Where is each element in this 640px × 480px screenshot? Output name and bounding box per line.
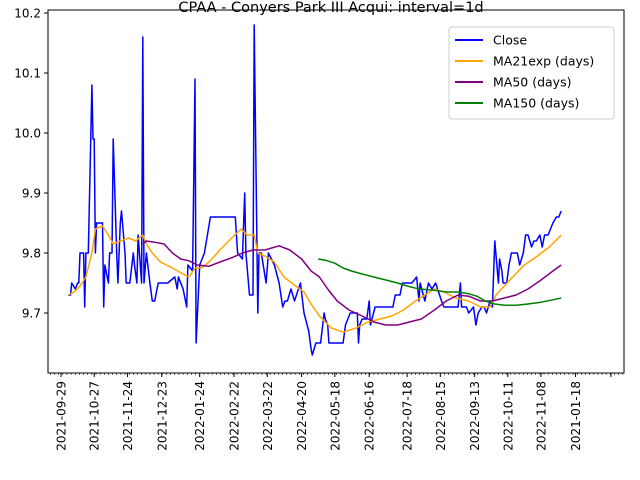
legend-label: MA50 (days) <box>493 75 571 90</box>
legend-label: Close <box>493 33 527 48</box>
y-tick-label: 9.8 <box>22 247 41 261</box>
legend-label: MA150 (days) <box>493 96 579 111</box>
x-tick-label: 2022-09-13 <box>468 381 482 451</box>
y-tick-label: 9.7 <box>22 307 41 321</box>
series-layer <box>67 24 562 356</box>
x-tick-label: 2021-09-29 <box>55 381 69 451</box>
x-tick-label: 2022-04-20 <box>295 381 309 451</box>
series-line-1 <box>67 225 562 333</box>
x-tick-label: 2022-03-22 <box>261 381 275 451</box>
x-tick-label: 2022-05-18 <box>328 381 342 451</box>
legend: Close MA21exp (days) MA50 (days) MA150 (day… <box>448 26 615 120</box>
x-tick-label: 2021-11-24 <box>121 381 135 451</box>
x-tick-label: 2022-06-16 <box>363 381 377 451</box>
y-tick-label: 10.2 <box>14 7 41 21</box>
x-tick-label: 2022-11-08 <box>535 381 549 451</box>
plot-area <box>47 9 625 374</box>
x-tick-label: 2021-12-23 <box>155 381 169 451</box>
y-tick-label: 9.9 <box>22 187 41 201</box>
x-tick-label: 2022-01-24 <box>193 381 207 451</box>
y-tick-label: 10.1 <box>14 67 41 81</box>
x-tick-label: 2021-01-18 <box>569 381 583 451</box>
x-tick-label: 2022-08-15 <box>434 381 448 451</box>
y-tick-label: 10.0 <box>14 127 41 141</box>
chart-title: CPAA - Conyers Park III Acqui: interval=… <box>178 0 483 16</box>
x-tick-label: 2022-02-22 <box>228 381 242 451</box>
x-axis: 2021-09-29 2021-10-27 2021-11-24 2021-12-23… <box>50 373 624 451</box>
legend-box <box>448 26 615 120</box>
x-tick-label: 2022-10-11 <box>501 381 515 451</box>
x-tick-label: 2021-10-27 <box>88 381 102 451</box>
y-axis: 9.7 9.8 9.9 10.0 10.1 10.2 <box>14 7 48 321</box>
legend-label: MA21exp (days) <box>493 54 594 69</box>
series-line-3 <box>318 258 562 306</box>
x-tick-label: 2022-07-18 <box>401 381 415 451</box>
